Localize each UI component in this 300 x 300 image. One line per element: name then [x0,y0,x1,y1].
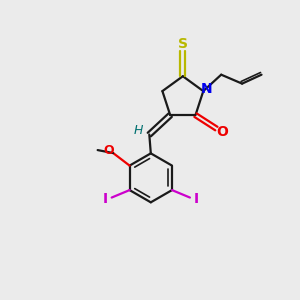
Text: H: H [133,124,142,137]
Text: N: N [201,82,213,96]
Text: O: O [216,125,228,139]
Text: S: S [178,37,188,51]
Text: O: O [104,144,114,157]
Text: I: I [194,192,199,206]
Text: I: I [103,192,108,206]
